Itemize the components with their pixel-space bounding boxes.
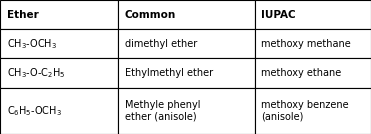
Bar	[118, 29, 255, 58]
Text: methoxy benzene
(anisole): methoxy benzene (anisole)	[261, 100, 349, 122]
Bar	[118, 0, 255, 29]
Text: methoxy ethane: methoxy ethane	[261, 68, 341, 78]
Bar	[0, 0, 118, 29]
Text: methoxy methane: methoxy methane	[261, 39, 351, 49]
Text: CH$_3$-OCH$_3$: CH$_3$-OCH$_3$	[7, 37, 57, 51]
Text: C$_6$H$_5$-OCH$_3$: C$_6$H$_5$-OCH$_3$	[7, 104, 62, 118]
Bar	[0, 29, 118, 58]
Bar	[0, 58, 118, 88]
Text: IUPAC: IUPAC	[261, 10, 296, 20]
Text: Ether: Ether	[7, 10, 39, 20]
Text: dimethyl ether: dimethyl ether	[125, 39, 197, 49]
Text: Ethylmethyl ether: Ethylmethyl ether	[125, 68, 213, 78]
Bar	[255, 29, 371, 58]
Bar	[118, 58, 255, 88]
Text: Methyle phenyl
ether (anisole): Methyle phenyl ether (anisole)	[125, 100, 200, 122]
Bar	[118, 88, 255, 134]
Bar	[255, 58, 371, 88]
Bar	[0, 88, 118, 134]
Bar	[255, 0, 371, 29]
Text: CH$_3$-O-C$_2$H$_5$: CH$_3$-O-C$_2$H$_5$	[7, 66, 65, 80]
Bar	[255, 88, 371, 134]
Text: Common: Common	[125, 10, 176, 20]
